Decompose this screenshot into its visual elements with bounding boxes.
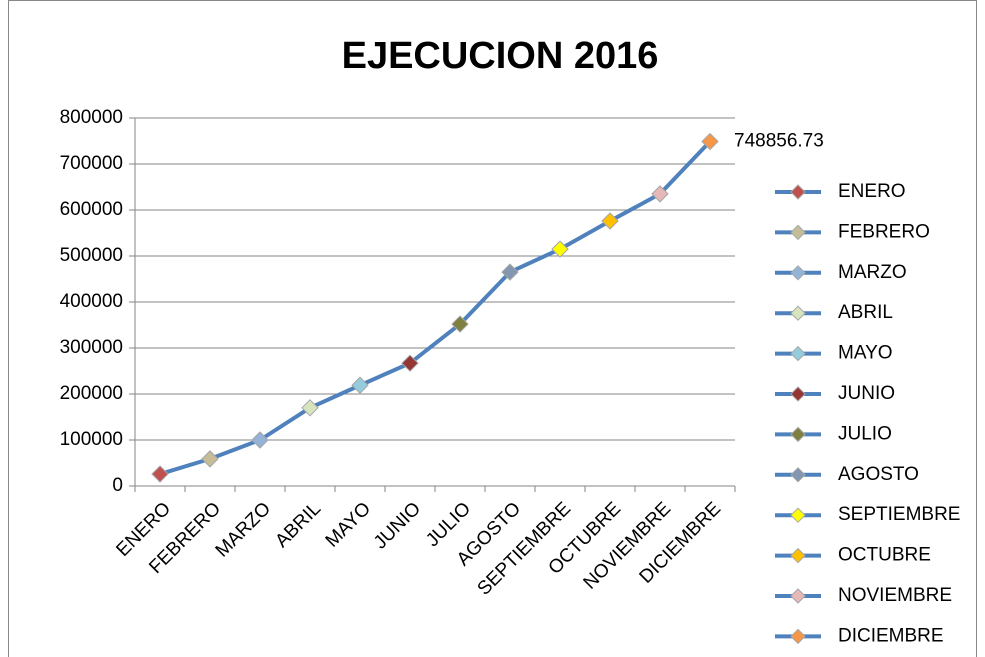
legend-marker	[790, 184, 806, 200]
point	[301, 399, 319, 417]
legend-marker	[790, 345, 806, 362]
legend-label: DICIEMBRE	[838, 625, 944, 646]
line	[159, 140, 712, 476]
y-tick-label: 400000	[60, 291, 123, 312]
legend-label: NOVIEMBRE	[838, 585, 952, 606]
point	[451, 315, 469, 333]
point	[501, 263, 519, 281]
legend-marker	[790, 265, 806, 281]
data-label: 748856.73	[734, 131, 824, 152]
chart-border	[8, 0, 977, 657]
point	[601, 212, 619, 230]
point	[151, 465, 169, 483]
point	[201, 450, 219, 468]
legend-label: AGOSTO	[838, 464, 919, 485]
legend-marker	[790, 588, 806, 604]
y-tick-label: 200000	[60, 383, 123, 404]
y-tick-label: 800000	[60, 107, 123, 128]
legend-label: ENERO	[838, 181, 906, 202]
point	[701, 132, 719, 151]
legend-marker	[790, 628, 806, 645]
legend-label: OCTUBRE	[838, 545, 931, 566]
y-tick-label: 100000	[60, 429, 123, 450]
y-tick-label: 0	[112, 475, 123, 496]
legend-label: MARZO	[838, 262, 907, 283]
legend-marker	[790, 224, 806, 241]
legend-label: FEBRERO	[838, 221, 930, 242]
legend-marker	[790, 305, 806, 321]
point	[251, 431, 269, 449]
y-tick-label: 500000	[60, 245, 123, 266]
legend-marker	[790, 467, 806, 483]
y-tick-label: 600000	[60, 199, 123, 220]
legend-marker	[790, 507, 806, 523]
legend-label: MAYO	[838, 343, 893, 364]
y-tick-label: 300000	[60, 337, 123, 358]
legend-label: JUNIO	[838, 383, 895, 404]
legend-marker	[790, 426, 806, 443]
y-tick-label: 700000	[60, 153, 123, 174]
legend-marker	[790, 386, 806, 402]
legend-label: SEPTIEMBRE	[838, 504, 960, 525]
chart-title: EJECUCION 2016	[342, 35, 659, 77]
legend-marker	[790, 547, 806, 564]
point	[651, 185, 669, 203]
point	[401, 354, 419, 372]
legend-label: JULIO	[838, 423, 892, 444]
legend-label: ABRIL	[838, 302, 893, 323]
point	[351, 376, 369, 394]
point	[551, 240, 569, 258]
